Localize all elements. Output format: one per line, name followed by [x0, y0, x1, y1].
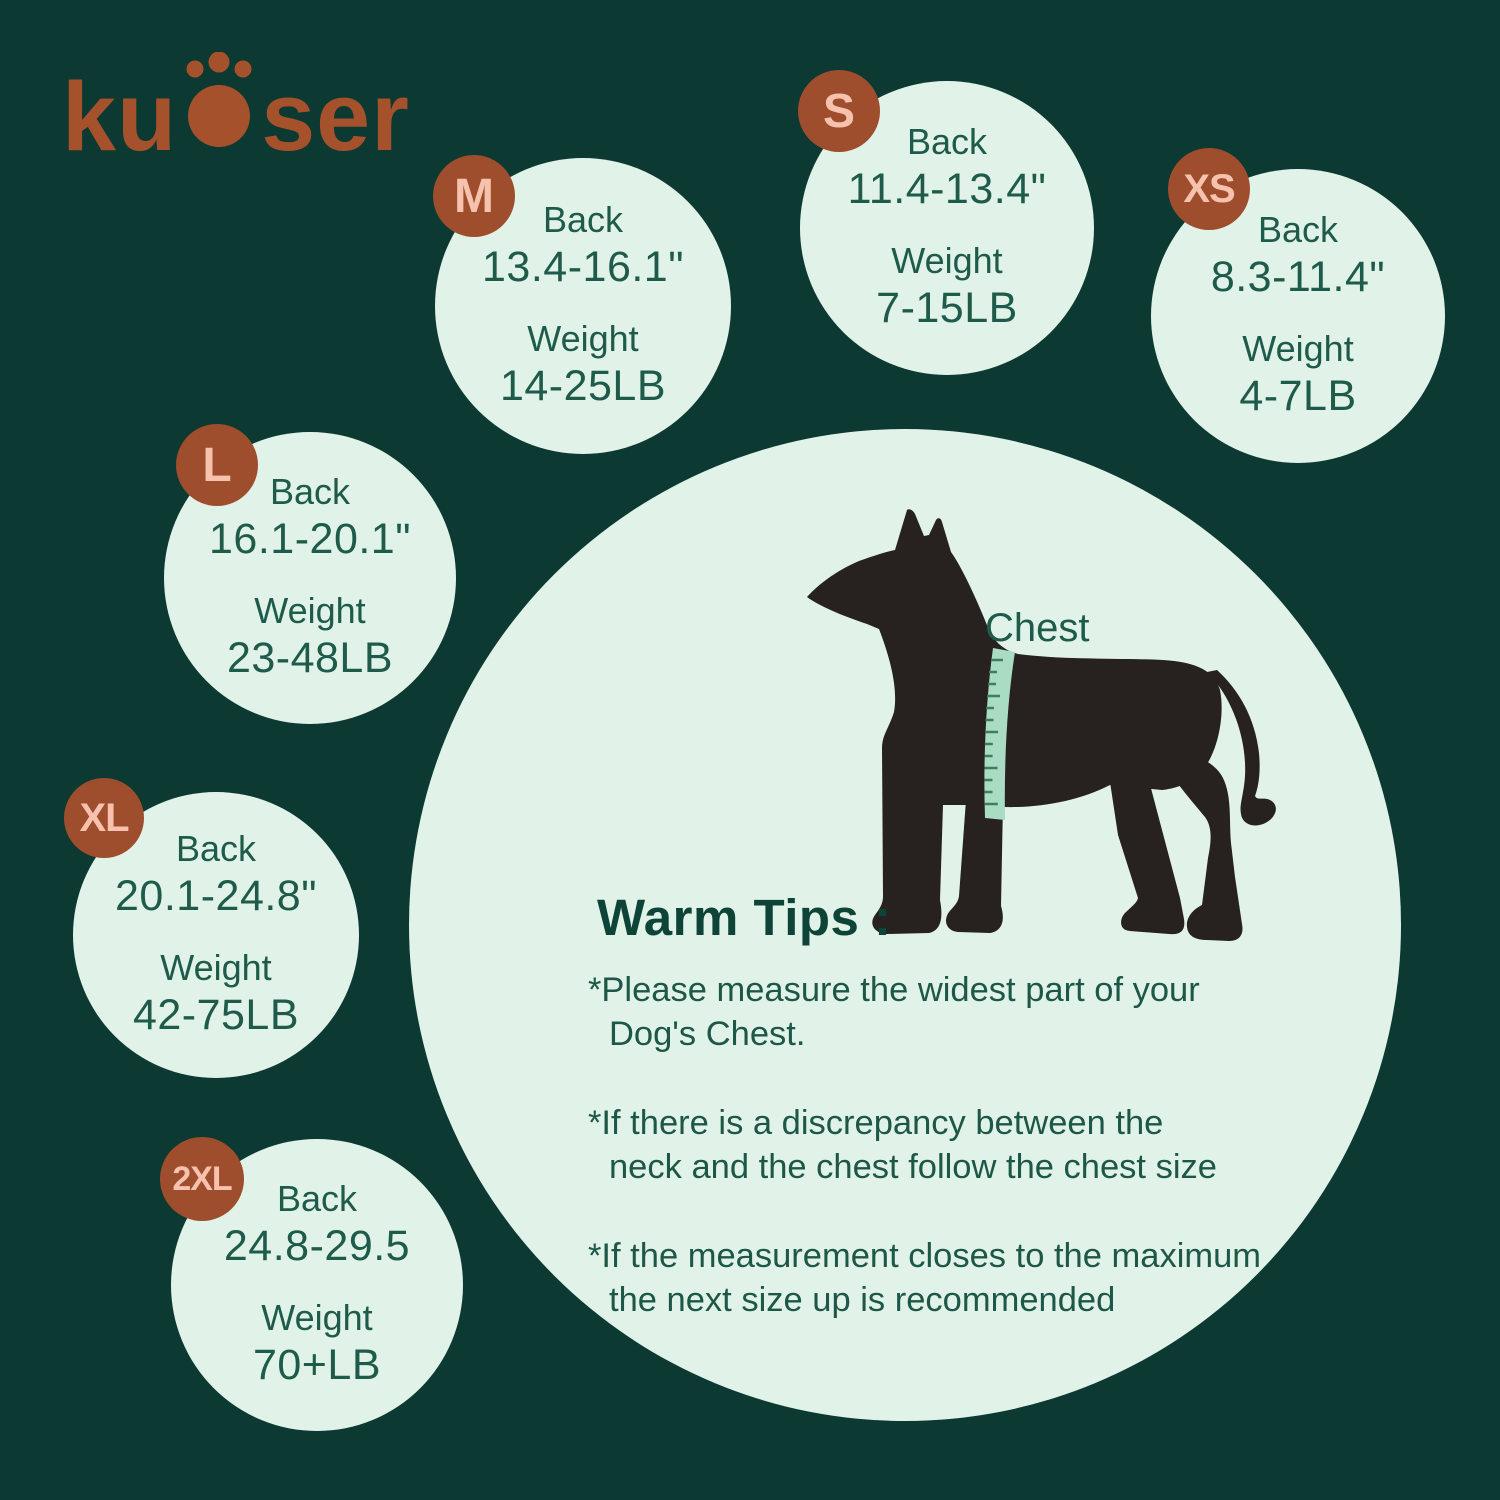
weight-measurement: Weight 7-15LB	[876, 239, 1018, 336]
back-label: Back	[175, 828, 257, 870]
size-badge-xs: XS	[1168, 148, 1250, 230]
dog-near-hind-leg	[1155, 749, 1243, 941]
weight-label: Weight	[527, 318, 639, 359]
back-value: 16.1-20.1"	[209, 515, 411, 564]
warm-tips-title: Warm Tips :	[597, 889, 892, 946]
tip-line: the next size up is recommended	[609, 1281, 1116, 1319]
weight-label: Weight	[254, 590, 366, 631]
weight-label: Weight	[160, 947, 272, 988]
back-value: 24.8-29.5	[223, 1222, 411, 1271]
dog-far-front-leg	[946, 800, 1003, 933]
back-measurement: Back 24.8-29.5	[224, 1177, 410, 1274]
dog-silhouette	[803, 500, 1283, 950]
size-badge-2xl: 2XL	[160, 1137, 244, 1221]
dog-tail	[1207, 670, 1276, 826]
weight-value: 42-75LB	[132, 991, 300, 1040]
back-label: Back	[269, 471, 351, 513]
back-measurement: Back 8.3-11.4"	[1211, 208, 1385, 305]
tip-line: *If the measurement closes to the maximu…	[588, 1237, 1262, 1275]
size-badge-xl: XL	[64, 778, 144, 858]
back-measurement: Back 13.4-16.1"	[482, 198, 684, 295]
back-measurement: Back 11.4-13.4"	[848, 120, 1047, 217]
back-measurement: Back 20.1-24.8"	[115, 827, 317, 924]
measuring-tape-icon	[984, 648, 1015, 820]
back-label: Back	[906, 121, 988, 163]
weight-measurement: Weight 4-7LB	[1239, 327, 1356, 424]
size-circle-s: Back 11.4-13.4" Weight 7-15LB	[800, 81, 1094, 375]
brand-logo: ku ser	[62, 51, 410, 171]
back-measurement: Back 16.1-20.1"	[209, 470, 411, 567]
weight-label: Weight	[891, 240, 1003, 281]
size-badge-s: S	[798, 70, 880, 152]
weight-measurement: Weight 70+LB	[253, 1296, 381, 1393]
weight-value: 4-7LB	[1239, 372, 1357, 421]
chest-label: Chest	[985, 606, 1090, 650]
tip-line: *Please measure the widest part of your	[588, 971, 1200, 1009]
weight-value: 7-15LB	[876, 284, 1018, 333]
warm-tips-list: *Please measure the widest part of your …	[588, 968, 1348, 1367]
back-value: 13.4-16.1"	[482, 243, 684, 292]
tip-line: *If there is a discrepancy between the	[588, 1104, 1164, 1142]
tip-line: Dog's Chest.	[609, 1015, 806, 1053]
back-label: Back	[276, 1178, 358, 1220]
weight-measurement: Weight 23-48LB	[227, 589, 393, 686]
warm-tip-item: *If the measurement closes to the maximu…	[588, 1234, 1348, 1322]
weight-value: 23-48LB	[226, 634, 394, 683]
weight-value: 14-25LB	[499, 362, 667, 411]
back-value: 8.3-11.4"	[1210, 253, 1386, 302]
weight-label: Weight	[261, 1297, 373, 1338]
weight-value: 70+LB	[252, 1341, 382, 1390]
size-circle-m: Back 13.4-16.1" Weight 14-25LB	[435, 158, 731, 454]
dog-far-hind-leg	[1110, 777, 1185, 935]
back-label: Back	[1257, 209, 1339, 251]
weight-measurement: Weight 14-25LB	[500, 317, 666, 414]
size-badge-m: M	[433, 155, 515, 237]
back-value: 20.1-24.8"	[115, 872, 317, 921]
dog-body	[807, 509, 1222, 934]
weight-label: Weight	[1242, 328, 1354, 369]
paw-icon	[185, 51, 253, 163]
brand-logo-prefix: ku	[62, 62, 178, 171]
size-badge-l: L	[176, 424, 258, 506]
warm-tip-item: *Please measure the widest part of your …	[588, 968, 1348, 1056]
back-label: Back	[542, 199, 624, 241]
warm-tip-item: *If there is a discrepancy between the n…	[588, 1101, 1348, 1189]
weight-measurement: Weight 42-75LB	[133, 946, 299, 1043]
brand-logo-suffix: ser	[261, 62, 410, 171]
back-value: 11.4-13.4"	[847, 165, 1047, 214]
tip-line: neck and the chest follow the chest size	[609, 1148, 1217, 1186]
